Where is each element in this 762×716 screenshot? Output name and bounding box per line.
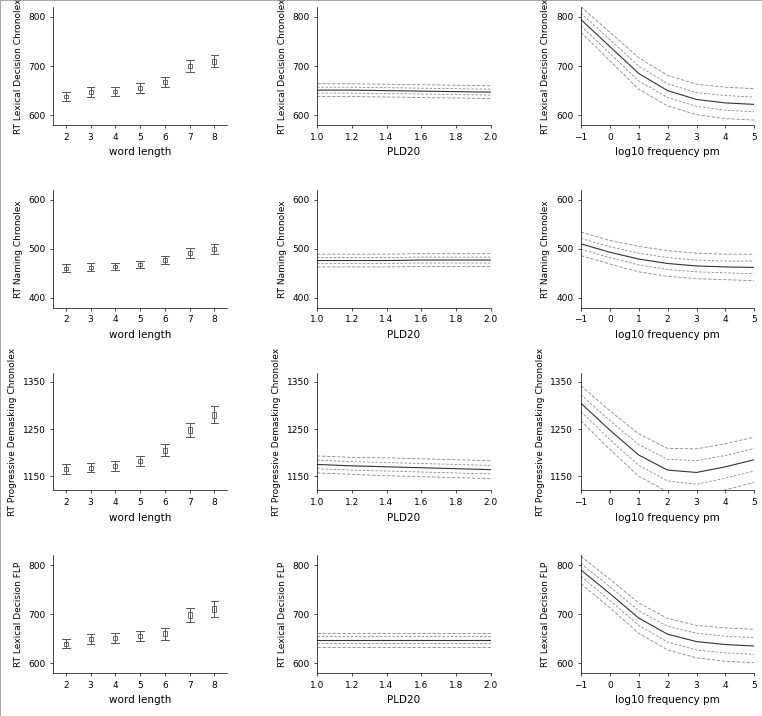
Bar [213,59,216,64]
Bar [163,80,167,84]
Y-axis label: RT Naming Chronolex: RT Naming Chronolex [14,200,23,298]
Bar [64,468,68,471]
Y-axis label: RT Progressive Demasking Chronolex: RT Progressive Demasking Chronolex [536,347,545,516]
Bar [88,90,92,94]
X-axis label: log10 frequency pm: log10 frequency pm [615,695,720,705]
Bar [88,466,92,470]
Bar [163,632,167,636]
Bar [213,606,216,612]
Y-axis label: RT Lexical Decision Chronolex: RT Lexical Decision Chronolex [542,0,550,134]
Bar [187,64,192,69]
Y-axis label: RT Naming Chronolex: RT Naming Chronolex [542,200,550,298]
Bar [88,637,92,641]
Bar [187,427,192,433]
Bar [64,95,68,99]
X-axis label: PLD20: PLD20 [387,695,421,705]
Bar [213,412,216,418]
X-axis label: log10 frequency pm: log10 frequency pm [615,147,720,158]
X-axis label: log10 frequency pm: log10 frequency pm [615,330,720,340]
Bar [187,251,192,255]
Bar [187,612,192,618]
X-axis label: word length: word length [109,330,171,340]
Y-axis label: RT Naming Chronolex: RT Naming Chronolex [277,200,287,298]
X-axis label: PLD20: PLD20 [387,330,421,340]
Bar [138,263,142,266]
Bar [114,464,117,468]
Bar [88,266,92,269]
Bar [138,459,142,463]
Y-axis label: RT Lexical Decision Chronolex: RT Lexical Decision Chronolex [277,0,287,134]
X-axis label: log10 frequency pm: log10 frequency pm [615,513,720,523]
X-axis label: word length: word length [109,147,171,158]
Bar [114,90,117,93]
Bar [64,267,68,270]
Bar [114,265,117,268]
X-axis label: PLD20: PLD20 [387,147,421,158]
X-axis label: word length: word length [109,513,171,523]
Bar [138,86,142,90]
Y-axis label: RT Lexical Decision FLP: RT Lexical Decision FLP [542,561,550,667]
Bar [114,637,117,640]
Y-axis label: RT Progressive Demasking Chronolex: RT Progressive Demasking Chronolex [272,347,281,516]
Y-axis label: RT Lexical Decision FLP: RT Lexical Decision FLP [277,561,287,667]
X-axis label: word length: word length [109,695,171,705]
Bar [163,448,167,453]
Bar [213,247,216,251]
Y-axis label: RT Lexical Decision FLP: RT Lexical Decision FLP [14,561,23,667]
Y-axis label: RT Lexical Decision Chronolex: RT Lexical Decision Chronolex [14,0,23,134]
X-axis label: PLD20: PLD20 [387,513,421,523]
Bar [138,634,142,638]
Bar [163,258,167,261]
Y-axis label: RT Progressive Demasking Chronolex: RT Progressive Demasking Chronolex [8,347,18,516]
Bar [64,642,68,646]
